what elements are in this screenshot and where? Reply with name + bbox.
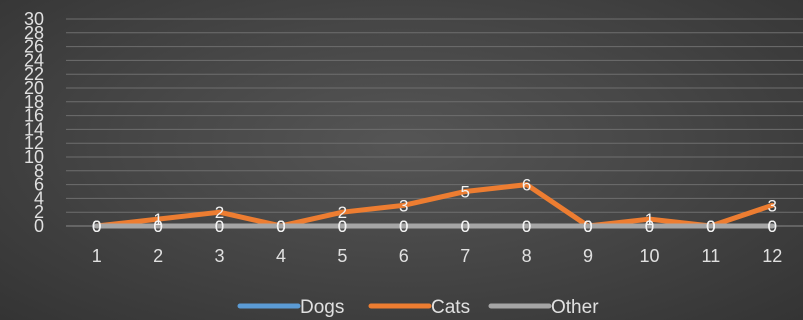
data-label-other: 0 [583, 217, 592, 236]
x-tick-label: 5 [337, 246, 347, 266]
y-tick-label: 8 [34, 161, 44, 181]
x-tick-label: 9 [583, 246, 593, 266]
gridlines [66, 18, 803, 227]
data-label-cats: 3 [768, 196, 777, 215]
data-label-dogs: 0 [768, 217, 777, 236]
data-label-dogs: 0 [215, 217, 224, 236]
y-tick-label: 30 [24, 9, 44, 29]
x-tick-label: 2 [153, 246, 163, 266]
x-tick-label: 1 [92, 246, 102, 266]
data-label-cats: 6 [522, 176, 531, 195]
y-tick-label: 26 [24, 37, 44, 57]
data-label-dogs: 0 [460, 217, 469, 236]
y-tick-label: 10 [24, 147, 44, 167]
x-tick-label: 10 [639, 246, 659, 266]
y-tick-label: 2 [34, 202, 44, 222]
data-label-dogs: 0 [153, 217, 162, 236]
x-tick-label: 3 [215, 246, 225, 266]
data-label-dogs: 0 [645, 217, 654, 236]
data-label-other: 0 [153, 217, 162, 236]
y-tick-label: 18 [24, 92, 44, 112]
y-tick-label: 12 [24, 133, 44, 153]
data-label-cats: 1 [645, 210, 654, 229]
data-label-other: 0 [768, 217, 777, 236]
y-tick-label: 24 [24, 50, 44, 70]
x-axis-labels: 1 2 3 4 5 6 7 8 9 10 11 12 [92, 246, 783, 266]
data-label-other: 0 [276, 217, 285, 236]
x-tick-label: 11 [702, 246, 721, 266]
data-label-cats: 0 [706, 217, 715, 236]
y-tick-label: 4 [34, 188, 44, 208]
data-label-cats: 2 [338, 203, 347, 222]
data-label-other: 0 [645, 217, 654, 236]
y-tick-label: 6 [34, 175, 44, 195]
data-label-other: 0 [92, 217, 101, 236]
data-label-other: 0 [460, 217, 469, 236]
x-tick-label: 8 [522, 246, 532, 266]
data-label-other: 0 [399, 217, 408, 236]
data-label-other: 0 [338, 217, 347, 236]
data-label-other: 0 [706, 217, 715, 236]
data-label-cats: 3 [399, 196, 408, 215]
legend-label-dogs: Dogs [300, 297, 344, 318]
data-label-dogs: 0 [522, 217, 531, 236]
series-lines [94, 182, 775, 229]
legend-label-cats: Cats [431, 297, 470, 318]
x-tick-label: 6 [399, 246, 409, 266]
data-label-other: 0 [215, 217, 224, 236]
legend: Dogs Cats Other [237, 297, 599, 318]
data-label-cats: 2 [215, 203, 224, 222]
legend-label-other: Other [551, 297, 599, 318]
x-tick-label: 12 [762, 246, 782, 266]
data-label-cats: 1 [153, 210, 162, 229]
data-label-dogs: 0 [338, 217, 347, 236]
data-label-cats: 0 [583, 217, 592, 236]
data-label-dogs: 0 [706, 217, 715, 236]
y-tick-label: 28 [24, 23, 44, 43]
data-label-dogs: 0 [583, 217, 592, 236]
data-label-cats: 5 [460, 183, 469, 202]
data-label-cats: 0 [276, 217, 285, 236]
y-tick-label: 20 [24, 78, 44, 98]
y-tick-label: 22 [24, 64, 44, 84]
y-tick-label: 14 [24, 119, 44, 139]
data-label-dogs: 0 [399, 217, 408, 236]
data-label-cats: 0 [92, 217, 101, 236]
series-line-cats [94, 182, 775, 229]
data-labels: 0 0 0 0 0 0 0 0 0 0 0 00 1 202 35 60 1 030 0 0 0 0 0 0 0 0 0 0 0 [92, 176, 777, 236]
data-label-dogs: 0 [276, 217, 285, 236]
x-tick-label: 7 [460, 246, 470, 266]
data-label-dogs: 0 [92, 217, 101, 236]
data-label-other: 0 [522, 217, 531, 236]
y-tick-label: 16 [24, 106, 44, 126]
x-tick-label: 4 [276, 246, 286, 266]
y-tick-label: 0 [34, 216, 44, 236]
